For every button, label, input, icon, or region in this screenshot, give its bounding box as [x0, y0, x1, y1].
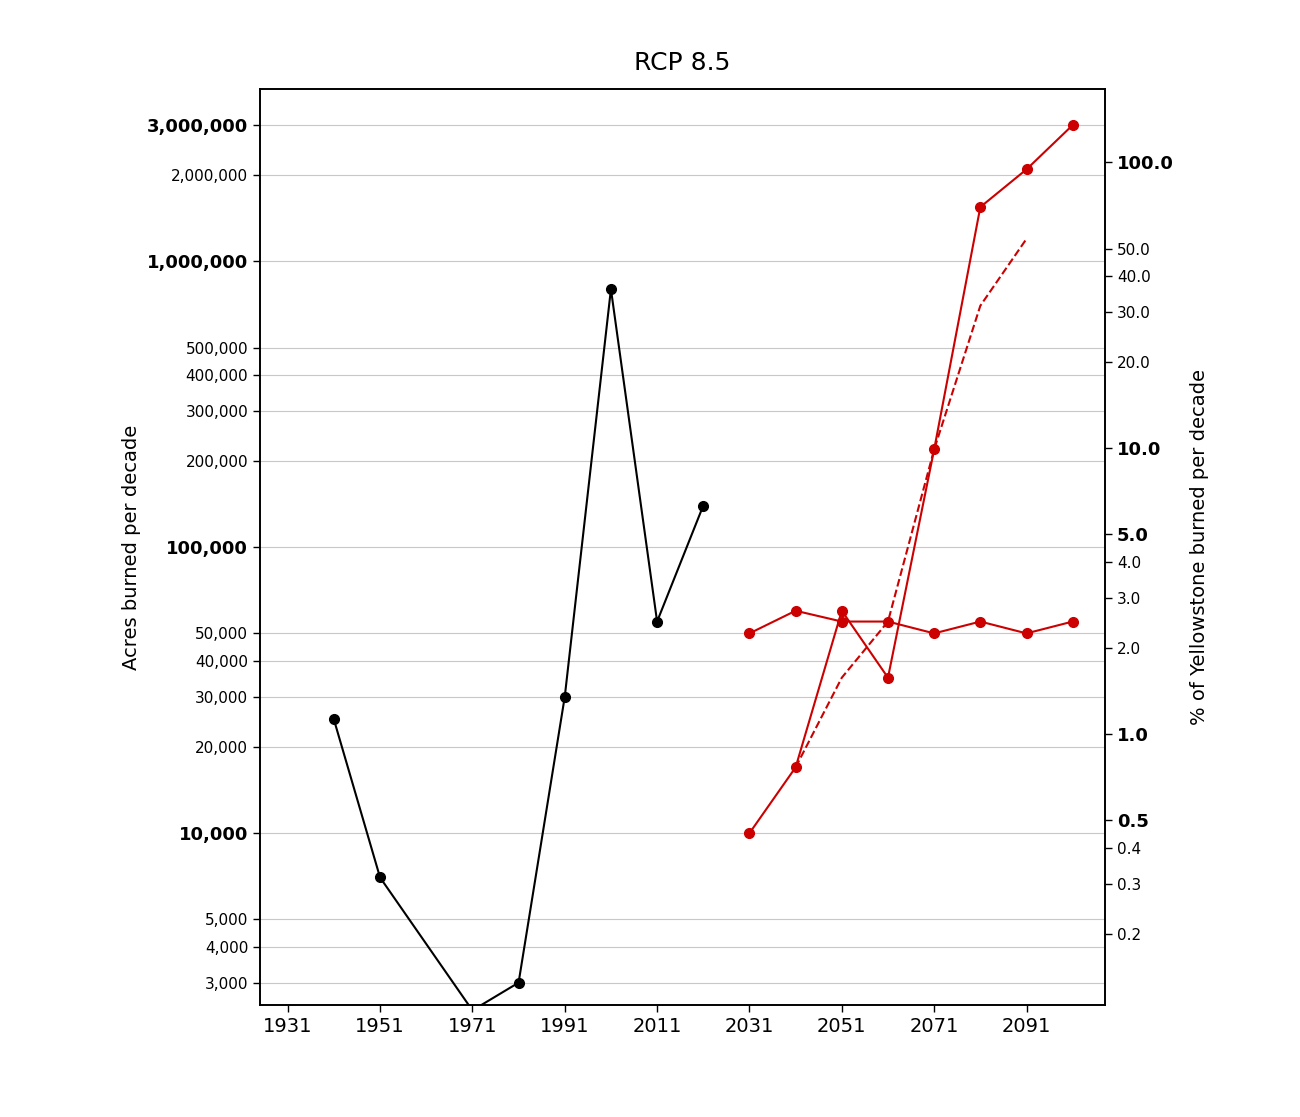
Title: RCP 8.5: RCP 8.5 [634, 51, 731, 75]
Y-axis label: % of Yellowstone burned per decade: % of Yellowstone burned per decade [1191, 370, 1209, 725]
Y-axis label: Acres burned per decade: Acres burned per decade [122, 424, 142, 670]
